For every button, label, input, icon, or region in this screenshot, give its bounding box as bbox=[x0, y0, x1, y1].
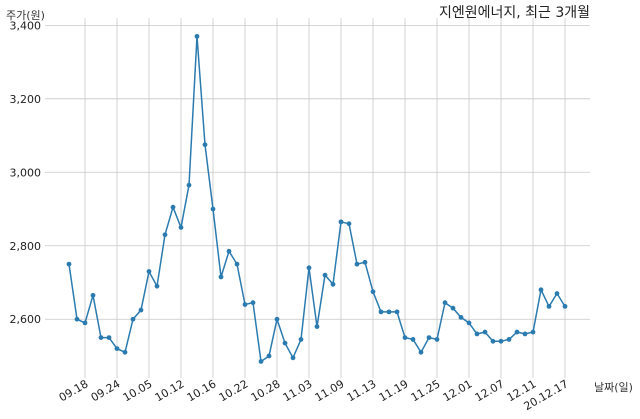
data-point bbox=[298, 337, 304, 342]
data-point bbox=[490, 338, 496, 344]
data-point bbox=[234, 261, 240, 267]
data-point bbox=[114, 346, 120, 352]
data-point bbox=[362, 259, 368, 265]
data-point bbox=[258, 359, 264, 364]
data-point bbox=[74, 316, 80, 322]
x-axis-ticks: 09.1809.2410.0510.1210.1610.2210.2811.03… bbox=[57, 377, 571, 413]
data-point bbox=[242, 302, 248, 307]
data-point bbox=[314, 324, 320, 329]
data-point bbox=[66, 261, 72, 267]
data-point bbox=[514, 329, 520, 335]
x-axis-label: 날짜(일) bbox=[594, 380, 633, 394]
data-point bbox=[162, 232, 168, 238]
data-point bbox=[202, 142, 208, 148]
data-point bbox=[394, 309, 400, 315]
data-point bbox=[266, 353, 272, 359]
grid-lines bbox=[45, 18, 590, 378]
data-point bbox=[442, 300, 448, 306]
data-point bbox=[290, 355, 296, 361]
data-point bbox=[274, 316, 280, 322]
data-point bbox=[530, 329, 536, 335]
data-point bbox=[386, 309, 392, 315]
data-point bbox=[330, 281, 336, 287]
data-point bbox=[458, 314, 464, 320]
data-point bbox=[250, 300, 256, 306]
x-tick-label: 11.03 bbox=[281, 377, 315, 404]
x-tick-label: 11.19 bbox=[377, 377, 411, 404]
data-point bbox=[370, 289, 376, 295]
data-point bbox=[282, 340, 288, 346]
data-points bbox=[66, 33, 568, 364]
data-point bbox=[354, 261, 360, 267]
data-point bbox=[106, 335, 112, 340]
x-tick-label: 12.07 bbox=[473, 377, 507, 404]
y-tick-label: 3,200 bbox=[10, 93, 42, 106]
data-point bbox=[130, 316, 136, 322]
data-point bbox=[210, 206, 216, 212]
x-tick-label: 09.24 bbox=[89, 377, 123, 404]
data-point bbox=[90, 292, 96, 298]
data-point bbox=[98, 335, 104, 340]
y-tick-label: 3,400 bbox=[10, 19, 42, 32]
x-tick-label: 11.25 bbox=[409, 377, 443, 404]
data-point bbox=[82, 320, 88, 326]
data-point bbox=[522, 331, 528, 337]
x-tick-label: 10.12 bbox=[153, 377, 187, 404]
data-point bbox=[426, 335, 432, 340]
data-point bbox=[218, 274, 224, 280]
y-tick-label: 2,800 bbox=[10, 240, 42, 253]
x-tick-label: 11.13 bbox=[345, 377, 379, 404]
data-point bbox=[418, 349, 424, 355]
data-point bbox=[554, 291, 560, 296]
chart-title: 지엔원에너지, 최근 3개월 bbox=[439, 5, 590, 21]
data-point bbox=[506, 337, 512, 342]
data-point bbox=[178, 224, 184, 230]
price-line bbox=[68, 36, 566, 363]
data-point bbox=[434, 337, 440, 342]
data-point bbox=[138, 307, 144, 313]
y-tick-label: 3,000 bbox=[10, 166, 42, 179]
data-point bbox=[322, 272, 328, 278]
data-point bbox=[482, 329, 488, 335]
x-tick-label: 12.01 bbox=[441, 377, 475, 404]
data-point bbox=[186, 182, 192, 188]
y-tick-label: 2,600 bbox=[10, 313, 42, 326]
data-point bbox=[170, 204, 176, 210]
data-point bbox=[450, 305, 456, 311]
y-axis-label: 주가(원) bbox=[6, 9, 45, 22]
data-point bbox=[306, 265, 312, 271]
data-point bbox=[338, 219, 344, 225]
x-tick-label: 10.16 bbox=[185, 377, 219, 404]
x-tick-label: 10.05 bbox=[121, 377, 155, 404]
data-point bbox=[474, 331, 480, 337]
data-point bbox=[346, 221, 352, 227]
data-point bbox=[194, 33, 200, 39]
x-tick-label: 10.28 bbox=[249, 377, 283, 404]
data-point bbox=[410, 337, 416, 342]
data-point bbox=[378, 309, 384, 315]
x-tick-label: 11.09 bbox=[313, 377, 347, 404]
data-point bbox=[538, 287, 544, 293]
data-point bbox=[146, 269, 152, 274]
y-axis-ticks: 2,600 2,800 3,000 3,200 3,400 bbox=[10, 19, 42, 326]
data-point bbox=[154, 283, 160, 289]
data-point bbox=[466, 320, 472, 326]
data-point bbox=[562, 303, 568, 309]
data-point bbox=[122, 349, 128, 355]
x-tick-label: 09.18 bbox=[57, 377, 91, 404]
x-tick-label: 10.22 bbox=[217, 377, 251, 404]
data-point bbox=[402, 335, 408, 340]
data-point bbox=[546, 303, 552, 309]
data-point bbox=[226, 248, 232, 254]
data-point bbox=[498, 338, 504, 344]
